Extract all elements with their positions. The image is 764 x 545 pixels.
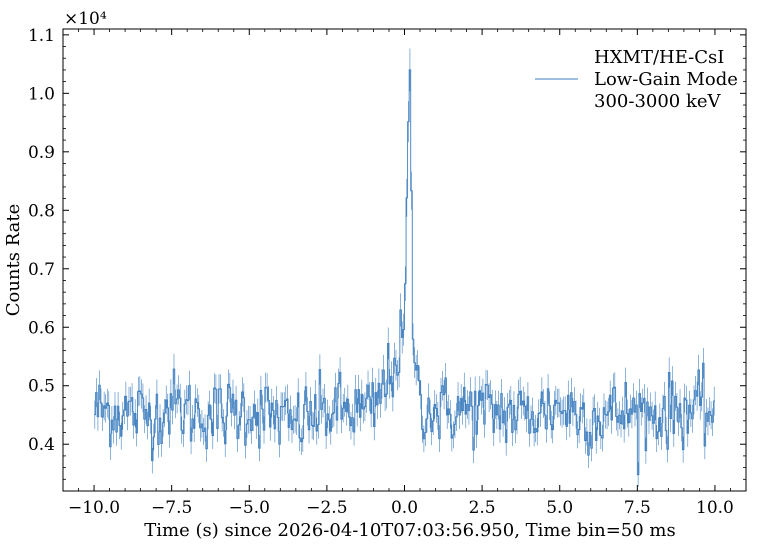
- y-tick-label: 1.1: [28, 26, 55, 46]
- x-tick-label: 5.0: [546, 498, 573, 518]
- x-tick-label: −5.0: [229, 498, 270, 518]
- y-tick-label: 0.8: [28, 201, 55, 221]
- legend-entry-instrument: HXMT/HE-CsI: [594, 47, 724, 68]
- x-tick-label: −2.5: [306, 498, 347, 518]
- legend-entry-energy: 300-3000 keV: [594, 91, 722, 112]
- tick-labels: −10.0 −7.5 −5.0 −2.5 0.0 2.5 5.0 7.5 10.0 0.4 0.5 0…: [28, 26, 734, 518]
- x-tick-label: 10.0: [696, 498, 734, 518]
- y-tick-label: 1.0: [28, 84, 55, 104]
- y-tick-label: 0.9: [28, 143, 55, 163]
- y-tick-label: 0.6: [28, 318, 55, 338]
- legend-entry-mode: Low-Gain Mode: [594, 69, 738, 90]
- y-axis-title: Counts Rate: [3, 204, 24, 317]
- legend: HXMT/HE-CsI Low-Gain Mode 300-3000 keV: [535, 47, 738, 112]
- x-axis-title: Time (s) since 2026-04-10T07:03:56.950, …: [144, 520, 676, 541]
- x-tick-label: 2.5: [469, 498, 496, 518]
- y-tick-label: 0.5: [28, 377, 55, 397]
- x-tick-label: 7.5: [624, 498, 651, 518]
- x-tick-label: −7.5: [151, 498, 192, 518]
- x-tick-label: −10.0: [68, 498, 120, 518]
- y-tick-label: 0.7: [28, 260, 55, 280]
- x-tick-label: 0.0: [391, 498, 418, 518]
- light-curve-series: [94, 69, 715, 476]
- y-offset-label: ×10⁴: [64, 9, 107, 29]
- plot-frame: [62, 28, 747, 492]
- y-tick-label: 0.4: [28, 435, 55, 455]
- plot-area: [94, 48, 715, 487]
